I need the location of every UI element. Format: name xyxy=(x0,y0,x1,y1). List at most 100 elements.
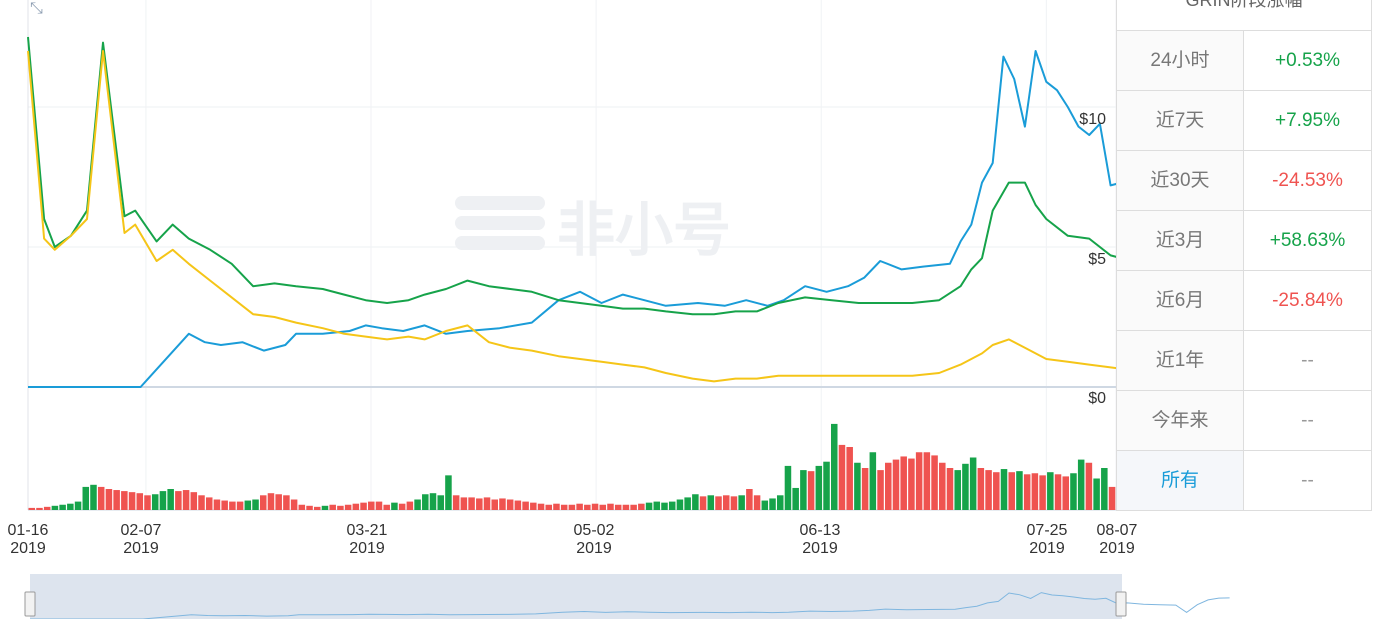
volume-bar xyxy=(838,444,846,510)
volume-bar xyxy=(414,499,421,510)
volume-bar xyxy=(468,497,475,510)
volume-bar xyxy=(908,458,915,510)
volume-bar xyxy=(553,503,560,510)
x-tick-year: 2019 xyxy=(1029,540,1065,557)
volume-bar xyxy=(445,475,452,510)
volume-bar xyxy=(429,493,437,510)
range-row[interactable]: 24小时 +0.53% xyxy=(1117,31,1371,91)
volume-bar xyxy=(259,495,267,510)
volume-bar xyxy=(993,472,1000,510)
volume-bar xyxy=(1108,486,1116,510)
volume-bar xyxy=(769,498,776,510)
volume-bar xyxy=(607,503,614,510)
range-row[interactable]: 近1年 -- xyxy=(1117,331,1371,391)
volume-bar xyxy=(514,500,522,510)
volume-bar xyxy=(275,494,282,510)
volume-bar xyxy=(290,499,298,510)
volume-bar xyxy=(560,504,568,510)
volume-bar xyxy=(337,505,344,510)
volume-bar xyxy=(1085,462,1093,510)
volume-bar xyxy=(398,503,406,510)
volume-bar xyxy=(460,497,468,510)
volume-bar xyxy=(105,489,113,510)
volume-bar xyxy=(36,507,43,510)
range-label[interactable]: 近7天 xyxy=(1117,91,1244,150)
volume-bar xyxy=(1070,473,1077,510)
volume-bar xyxy=(90,484,97,510)
x-tick-date: 07-25 xyxy=(1027,522,1068,539)
volume-bar xyxy=(476,498,483,510)
volume-bar xyxy=(846,447,853,510)
volume-bar xyxy=(406,501,414,510)
series-line-blue xyxy=(28,50,1224,388)
watermark-text: 非小号 xyxy=(557,196,731,264)
navigator-handle-left[interactable] xyxy=(24,591,36,617)
volume-bar xyxy=(59,504,66,510)
volume-bar xyxy=(931,455,938,510)
volume-bar xyxy=(314,506,321,510)
volume-bar xyxy=(236,501,244,510)
volume-bar xyxy=(159,491,167,510)
navigator-handle-right[interactable] xyxy=(1115,591,1127,617)
zoom-reset-icon[interactable]: ⤡ xyxy=(30,0,43,17)
range-label[interactable]: 近30天 xyxy=(1117,151,1244,210)
volume-bar xyxy=(684,497,691,510)
volume-bar xyxy=(1077,459,1085,510)
volume-bar xyxy=(792,487,799,510)
x-tick-year: 2019 xyxy=(10,540,46,557)
range-row[interactable]: 近30天 -24.53% xyxy=(1117,151,1371,211)
volume-bar xyxy=(761,500,769,510)
volume-bar xyxy=(784,465,792,510)
range-row[interactable]: 近6月 -25.84% xyxy=(1117,271,1371,331)
volume-bar xyxy=(198,495,205,510)
x-tick-date: 06-13 xyxy=(800,522,841,539)
volume-bar xyxy=(900,456,907,510)
volume-bar xyxy=(344,504,352,510)
range-label[interactable]: 24小时 xyxy=(1117,31,1244,90)
volume-bar xyxy=(121,491,128,510)
range-label[interactable]: 所有 xyxy=(1117,451,1244,510)
watermark-logo-bar-bottom xyxy=(455,236,545,250)
range-change-value: -24.53% xyxy=(1272,170,1343,191)
volume-bar xyxy=(707,495,715,510)
range-label[interactable]: 近6月 xyxy=(1117,271,1244,330)
volume-bar xyxy=(576,503,583,510)
x-tick-year: 2019 xyxy=(576,540,612,557)
volume-bar xyxy=(82,486,90,510)
range-row[interactable]: 近7天 +7.95% xyxy=(1117,91,1371,151)
x-tick-year: 2019 xyxy=(123,540,159,557)
volume-bar xyxy=(939,462,946,510)
volume-bar xyxy=(869,452,877,510)
range-change-panel: GRIN阶段涨幅 24小时 +0.53% 近7天 +7.95% 近30天 -24.53% 近… xyxy=(1116,0,1372,511)
range-label[interactable]: 近3月 xyxy=(1117,211,1244,270)
price-axis-label: $0 xyxy=(1088,390,1106,407)
volume-bar xyxy=(630,504,637,510)
range-label[interactable]: 近1年 xyxy=(1117,331,1244,390)
volume-bar xyxy=(298,504,306,510)
volume-bar xyxy=(946,468,954,510)
volume-bar xyxy=(499,498,506,510)
volume-bar xyxy=(244,500,252,510)
volume-bar xyxy=(522,501,529,510)
volume-bar xyxy=(167,489,174,510)
volume-bar xyxy=(67,503,74,510)
x-axis-labels: 01-16201902-07201903-21201905-02201906-1… xyxy=(8,522,1138,557)
watermark: 非小号 xyxy=(455,196,731,264)
range-row[interactable]: 近3月 +58.63% xyxy=(1117,211,1371,271)
x-tick-year: 2019 xyxy=(1099,540,1135,557)
volume-bar xyxy=(807,471,815,510)
range-label[interactable]: 今年来 xyxy=(1117,391,1244,450)
range-row[interactable]: 今年来 -- xyxy=(1117,391,1371,451)
volume-bar xyxy=(962,463,969,510)
volume-bar xyxy=(144,495,151,510)
volume-bar xyxy=(676,499,684,510)
range-row[interactable]: 所有 -- xyxy=(1117,451,1371,511)
volume-bar xyxy=(730,496,738,510)
range-change-value: -25.84% xyxy=(1272,290,1343,311)
volume-bar xyxy=(51,505,59,510)
volume-bar xyxy=(830,423,838,510)
volume-bar xyxy=(638,503,645,510)
volume-bar xyxy=(28,507,36,510)
x-tick-year: 2019 xyxy=(802,540,838,557)
range-change-value: +58.63% xyxy=(1269,230,1346,251)
